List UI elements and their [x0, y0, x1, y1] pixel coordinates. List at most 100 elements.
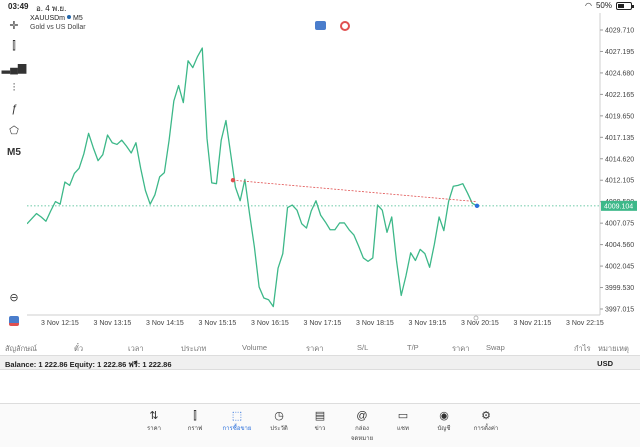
account-currency: USD	[597, 359, 613, 368]
column-header[interactable]: Swap	[486, 343, 505, 352]
symbol-name: XAUUSDm	[30, 15, 66, 22]
y-tick-label: 4027.195	[605, 49, 634, 56]
function-icon[interactable]: ƒ	[10, 103, 18, 115]
tab-history[interactable]: ◷ ประวัติ	[261, 409, 297, 433]
tab-news[interactable]: ▤ ข่าว	[302, 409, 338, 433]
status-date: อ. 4 พ.ย.	[36, 4, 67, 13]
chart-toolbar: ✛ ⫿ ▂▄▆ ⫶ ƒ ⬠ M5 ⊖	[0, 13, 27, 331]
objects-icon[interactable]: ⬠	[9, 124, 19, 137]
tab-account[interactable]: ◉ บัญชี	[426, 409, 462, 433]
tab-trade-chart[interactable]: ⬚ การซื้อขาย	[219, 409, 255, 433]
y-tick-label: 4017.135	[605, 135, 634, 142]
battery-percent: 50%	[595, 1, 612, 10]
status-time: 03:49	[8, 2, 29, 11]
y-tick-label: 4004.560	[605, 242, 634, 249]
volumes-icon[interactable]: ▂▄▆	[1, 61, 27, 74]
timeframe-button[interactable]: M5	[7, 146, 21, 158]
positions-table-header: สัญลักษณ์ ตั๋ว เวลา ประเภท Volume ราคา S/L T/P ร…	[0, 340, 640, 354]
y-tick-label: 3997.015	[605, 307, 634, 314]
x-tick-label: 3 Nov 17:15	[304, 320, 342, 327]
battery-fill	[618, 3, 624, 8]
symbol-header: XAUUSDm M5	[30, 15, 83, 22]
price-arrows-icon: ⇅	[149, 410, 159, 422]
x-tick-label: 3 Nov 16:15	[251, 320, 289, 327]
column-header[interactable]: เวลา	[128, 344, 144, 353]
x-tick-label: 3 Nov 15:15	[199, 320, 237, 327]
bottom-tab-bar: ⇅ ราคา ⫿ กราฟ ⬚ การซื้อขาย ◷ ประวัติ ▤ ข่าว @ กล่อง…	[0, 403, 640, 447]
column-header[interactable]: Volume	[242, 343, 268, 352]
column-header[interactable]: T/P	[407, 343, 419, 352]
crosshair-icon[interactable]: ✛	[9, 19, 19, 32]
status-right: ◠ 50%	[585, 1, 634, 10]
column-header[interactable]: ราคา	[452, 344, 470, 353]
symbol-description: Gold vs US Dollar	[30, 24, 86, 31]
chart-mode-toggle[interactable]	[340, 21, 350, 31]
one-click-trading-toggle[interactable]	[315, 21, 326, 30]
chart-canvas[interactable]: 4029.710 4027.195 4024.680 4022.165 4019.650…	[27, 13, 640, 331]
tab-label: กราฟ	[187, 426, 203, 432]
current-price-tag	[601, 200, 637, 211]
x-tick-label: 3 Nov 18:15	[356, 320, 394, 327]
trend-line	[232, 179, 478, 203]
symbol-timeframe: M5	[73, 15, 83, 22]
tab-label: การตั้งค่า	[473, 426, 499, 432]
y-tick-label: 3999.530	[605, 285, 634, 292]
tab-label: ราคา	[147, 426, 161, 432]
candles-icon: ⫿	[193, 410, 197, 422]
status-bar: 03:49 อ. 4 พ.ย. ◠ 50%	[0, 0, 640, 13]
trade-panel-icon[interactable]	[6, 313, 22, 329]
y-tick-label: 4019.650	[605, 113, 634, 120]
wifi-icon: ◠	[585, 1, 592, 10]
tab-price-arrows[interactable]: ⇅ ราคา	[136, 409, 172, 433]
y-tick-label: 4012.105	[605, 178, 634, 185]
symbol-dot	[67, 15, 72, 19]
tab-label: ข่าว	[314, 426, 326, 432]
balance-summary: Balance: 1 222.86 Equity: 1 222.86 ฟรี: …	[5, 360, 172, 369]
time-marker-icon	[473, 315, 479, 321]
y-tick-label: 4002.045	[605, 264, 634, 271]
column-header[interactable]: S/L	[357, 343, 369, 352]
x-tick-label: 3 Nov 20:15	[461, 320, 499, 327]
column-header[interactable]: ตั๋ว	[74, 344, 84, 353]
history-icon: ◷	[274, 410, 284, 422]
trade-chart-icon: ⬚	[231, 410, 243, 422]
y-tick-label: 4029.710	[605, 28, 634, 35]
tab-settings-gear[interactable]: ⚙ การตั้งค่า	[468, 409, 504, 433]
column-header[interactable]: หมายเหตุ	[598, 344, 629, 353]
indicators-icon[interactable]: ⫶	[12, 81, 16, 94]
column-header[interactable]: ราคา	[306, 344, 324, 353]
tab-label: กล่องจดหมาย	[350, 426, 374, 442]
price-chart[interactable]: XAUUSDm M5 Gold vs US Dollar 4029.710 4027…	[27, 13, 640, 331]
mailbox-icon: @	[356, 410, 368, 422]
tab-label: บัญชี	[437, 426, 451, 432]
trend-line-start-point	[230, 178, 236, 183]
chart-type-icon[interactable]: ⫿	[12, 39, 16, 52]
tab-label: การซื้อขาย	[222, 426, 252, 432]
balance-row: Balance: 1 222.86 Equity: 1 222.86 ฟรี: …	[0, 355, 640, 370]
y-tick-label: 4014.620	[605, 156, 634, 163]
account-icon: ◉	[439, 410, 449, 422]
tab-label: แชท	[397, 426, 409, 432]
y-tick-label: 4024.680	[605, 70, 634, 77]
y-tick-label: 4007.075	[605, 221, 634, 228]
x-tick-label: 3 Nov 13:15	[94, 320, 132, 327]
chat-icon: ▭	[397, 410, 409, 422]
price-line	[27, 47, 478, 308]
trend-line-end-point	[474, 203, 480, 209]
news-icon: ▤	[314, 410, 326, 422]
tab-label: ประวัติ	[270, 426, 288, 432]
column-header[interactable]: กำไร	[574, 344, 591, 353]
battery-icon	[616, 1, 634, 10]
zoom-icon[interactable]: ⊖	[9, 291, 19, 304]
settings-gear-icon: ⚙	[481, 410, 491, 422]
column-header[interactable]: สัญลักษณ์	[5, 344, 38, 353]
tab-chat[interactable]: ▭ แชท	[385, 409, 421, 433]
x-tick-label: 3 Nov 12:15	[41, 320, 79, 327]
column-header[interactable]: ประเภท	[181, 344, 207, 353]
tab-candles[interactable]: ⫿ กราฟ	[177, 409, 213, 433]
tab-mailbox[interactable]: @ กล่องจดหมาย	[344, 409, 380, 443]
y-tick-label: 4022.165	[605, 92, 634, 99]
current-price-label: 4009.104	[604, 203, 633, 210]
x-tick-label: 3 Nov 14:15	[146, 320, 184, 327]
x-tick-label: 3 Nov 21:15	[514, 320, 552, 327]
